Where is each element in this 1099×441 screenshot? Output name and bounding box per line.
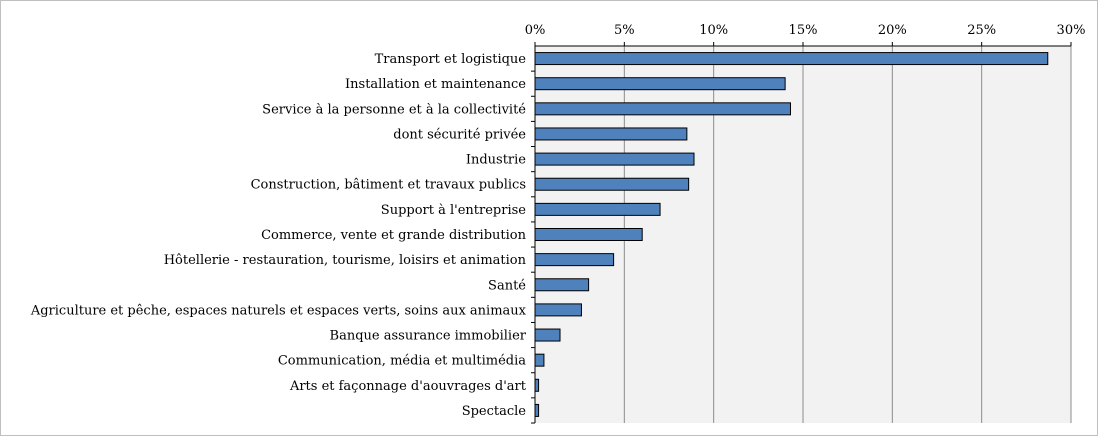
x-tick-label: 20% xyxy=(878,23,907,38)
category-label: Hôtellerie - restauration, tourisme, loi… xyxy=(164,253,527,268)
category-label: Support à l'entreprise xyxy=(381,203,526,218)
category-label: Spectacle xyxy=(462,404,527,419)
bar xyxy=(534,52,1049,66)
bar xyxy=(534,353,545,367)
category-label: Arts et façonnage d'aouvrages d'art xyxy=(289,379,527,394)
bar xyxy=(534,127,688,141)
x-tick-label: 15% xyxy=(789,23,818,38)
category-label: Service à la personne et à la collectivi… xyxy=(262,102,526,117)
category-label: Santé xyxy=(488,278,526,293)
bar xyxy=(534,328,561,342)
bar xyxy=(534,253,615,267)
bars xyxy=(534,52,1049,417)
bar xyxy=(534,177,690,191)
x-tick-label: 5% xyxy=(614,23,635,38)
x-tick-label: 30% xyxy=(1057,23,1086,38)
category-label: dont sécurité privée xyxy=(393,127,526,142)
bar xyxy=(534,403,540,417)
category-label: Industrie xyxy=(466,153,526,168)
category-label: Construction, bâtiment et travaux public… xyxy=(251,178,526,193)
bar xyxy=(534,77,786,91)
category-label: Transport et logistique xyxy=(375,52,527,67)
bar xyxy=(534,228,643,241)
category-label: Communication, média et multimédia xyxy=(278,354,526,369)
bar xyxy=(534,278,590,292)
x-tick-label: 0% xyxy=(525,23,546,38)
x-tick-label: 25% xyxy=(967,23,996,38)
bar xyxy=(534,102,791,116)
bar xyxy=(534,202,661,216)
category-label: Agriculture et pêche, espaces naturels e… xyxy=(30,303,527,318)
bar xyxy=(534,378,540,392)
axes: 0% 5% 10% 15% 20% 25% 30% xyxy=(525,23,1086,424)
x-tick-label: 10% xyxy=(699,23,728,38)
bar xyxy=(534,152,695,166)
category-label: Commerce, vente et grande distribution xyxy=(261,228,527,243)
category-labels: Transport et logistique Installation et m… xyxy=(30,52,527,419)
category-label: Banque assurance immobilier xyxy=(330,329,527,344)
category-label: Installation et maintenance xyxy=(345,77,526,92)
bar xyxy=(534,303,582,317)
